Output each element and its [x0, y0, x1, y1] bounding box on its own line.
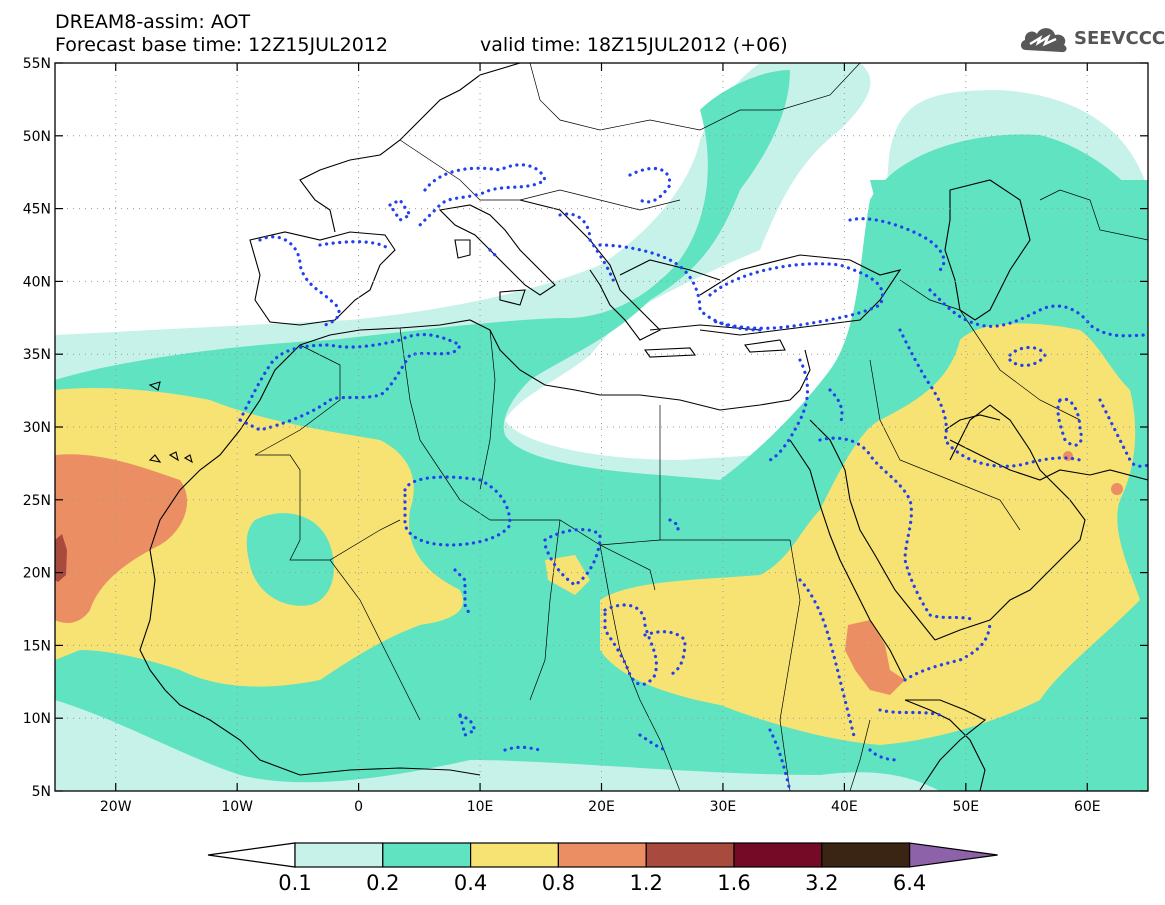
lat-label: 30N — [23, 420, 51, 436]
aot-field — [55, 63, 1148, 791]
assim-contours — [237, 163, 1148, 791]
forecast-base-time: Forecast base time: 12Z15JUL2012 — [55, 34, 388, 56]
colorbar-segment — [821, 842, 911, 868]
colorbar-segment — [645, 842, 735, 868]
valid-time: valid time: 18Z15JUL2012 (+06) — [480, 34, 788, 56]
logo-text: SEEVCCC — [1074, 28, 1165, 49]
lat-label: 5N — [32, 784, 51, 800]
colorbar-labels: 0.1 0.2 0.4 0.8 1.2 1.6 3.2 6.4 — [278, 871, 926, 895]
lon-label: 60E — [1074, 799, 1101, 815]
graticule — [55, 62, 1148, 792]
cloud-icon — [1020, 28, 1067, 53]
lat-label: 20N — [23, 566, 51, 582]
lon-label: 10W — [221, 799, 253, 815]
colorbar-tick-label: 0.1 — [278, 871, 311, 895]
chart-title: DREAM8-assim: AOT — [55, 11, 251, 33]
aot-band-0.8 — [55, 451, 1123, 695]
axis-labels: 55N 50N 45N 40N 35N 30N 25N 20N 15N 10N 5N 20W 10W 0 1… — [23, 56, 1101, 815]
colorbar-over-arrow — [908, 842, 998, 868]
colorbar-tick-label: 6.4 — [893, 871, 926, 895]
lat-label: 55N — [23, 56, 51, 72]
lon-label: 20W — [100, 799, 132, 815]
colorbar-segment — [733, 842, 823, 868]
lon-label: 10E — [467, 799, 494, 815]
coastlines — [139, 63, 1148, 791]
colorbar-segment — [557, 842, 647, 868]
lon-label: 30E — [710, 799, 737, 815]
colorbar-tick-label: 0.8 — [542, 871, 575, 895]
colorbar-tick-label: 1.2 — [629, 871, 662, 895]
colorbar-segment — [470, 842, 560, 868]
lon-label: 20E — [588, 799, 615, 815]
colorbar-tick-label: 3.2 — [805, 871, 838, 895]
lat-label: 10N — [23, 711, 51, 727]
lon-label: 50E — [952, 799, 979, 815]
lat-label: 40N — [23, 274, 51, 290]
colorbar-tick-label: 0.4 — [454, 871, 487, 895]
lat-label: 15N — [23, 638, 51, 654]
colorbar-segment — [294, 842, 384, 868]
lat-label: 50N — [23, 129, 51, 145]
colorbar-tick-label: 0.2 — [366, 871, 399, 895]
aot-band-1.2 — [55, 534, 67, 582]
seevccc-logo: SEEVCCC — [1018, 22, 1165, 56]
lat-label: 25N — [23, 493, 51, 509]
lat-label: 45N — [23, 202, 51, 218]
borders — [254, 63, 1148, 791]
colorbar-segment — [382, 842, 472, 868]
lat-label: 35N — [23, 347, 51, 363]
colorbar — [207, 842, 998, 868]
colorbar-under-arrow — [207, 842, 296, 868]
lon-label: 0 — [354, 799, 363, 815]
colorbar-tick-label: 1.6 — [717, 871, 750, 895]
lon-label: 40E — [831, 799, 858, 815]
